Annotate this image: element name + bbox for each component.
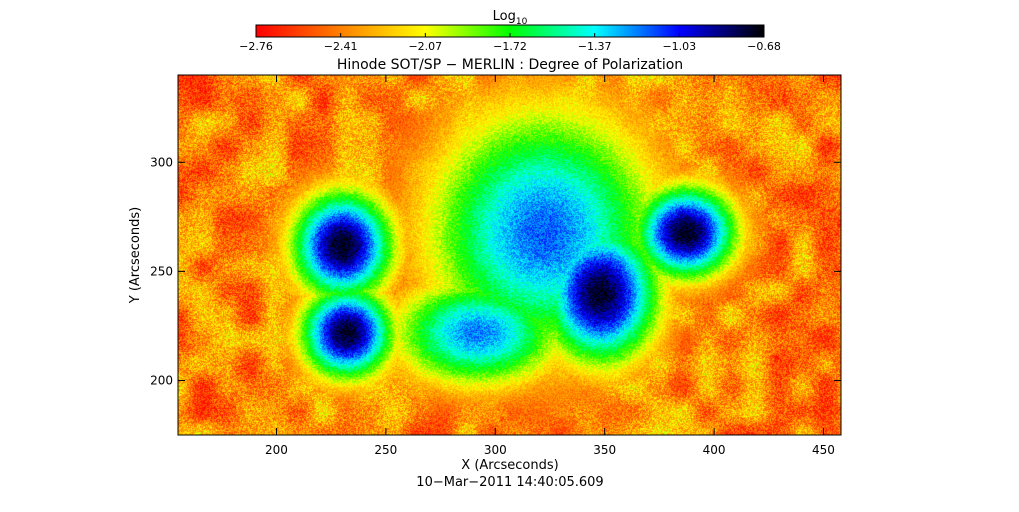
y-tick-label: 200 — [150, 373, 173, 387]
x-axis: 200 250 300 350 400 450 — [265, 75, 835, 457]
x-tick-label: 350 — [593, 443, 616, 457]
y-axis-label: Y (Arcseconds) — [128, 207, 143, 304]
colorbar-tick-label: −2.07 — [408, 40, 442, 53]
colorbar-label-base: Log — [493, 9, 516, 24]
colorbar-tick-label: −0.68 — [747, 40, 781, 53]
plot-area: 200 250 300 350 400 450 200 250 300 — [150, 74, 842, 457]
colorbar: Log10 −2.76 −2.41 −2.07 −1.72 −1.37 −1.03 −0.6… — [239, 9, 781, 53]
chart-title: Hinode SOT/SP − MERLIN : Degree of Polar… — [337, 57, 683, 73]
colorbar-tick-label: −1.03 — [662, 40, 696, 53]
x-tick-label: 450 — [812, 443, 835, 457]
x-tick-label: 200 — [265, 443, 288, 457]
x-tick-label: 250 — [374, 443, 397, 457]
x-tick-label: 300 — [484, 443, 507, 457]
colorbar-label: Log10 — [493, 9, 528, 27]
colorbar-label-sub: 10 — [516, 17, 528, 27]
x-axis-label: X (Arcseconds) — [461, 458, 558, 473]
x-tick-label: 400 — [703, 443, 726, 457]
colorbar-tick-label: −1.37 — [578, 40, 612, 53]
y-axis: 200 250 300 — [150, 155, 841, 387]
colorbar-ticks: −2.76 −2.41 −2.07 −1.72 −1.37 −1.03 −0.68 — [239, 33, 781, 53]
colorbar-tick-label: −2.41 — [324, 40, 358, 53]
y-tick-label: 250 — [150, 264, 173, 278]
colorbar-tick-label: −1.72 — [493, 40, 527, 53]
plot-frame — [177, 74, 842, 436]
y-tick-label: 300 — [150, 155, 173, 169]
timestamp: 10−Mar−2011 14:40:05.609 — [416, 475, 603, 490]
heatmap-image — [178, 75, 841, 435]
colorbar-tick-label: −2.76 — [239, 40, 273, 53]
